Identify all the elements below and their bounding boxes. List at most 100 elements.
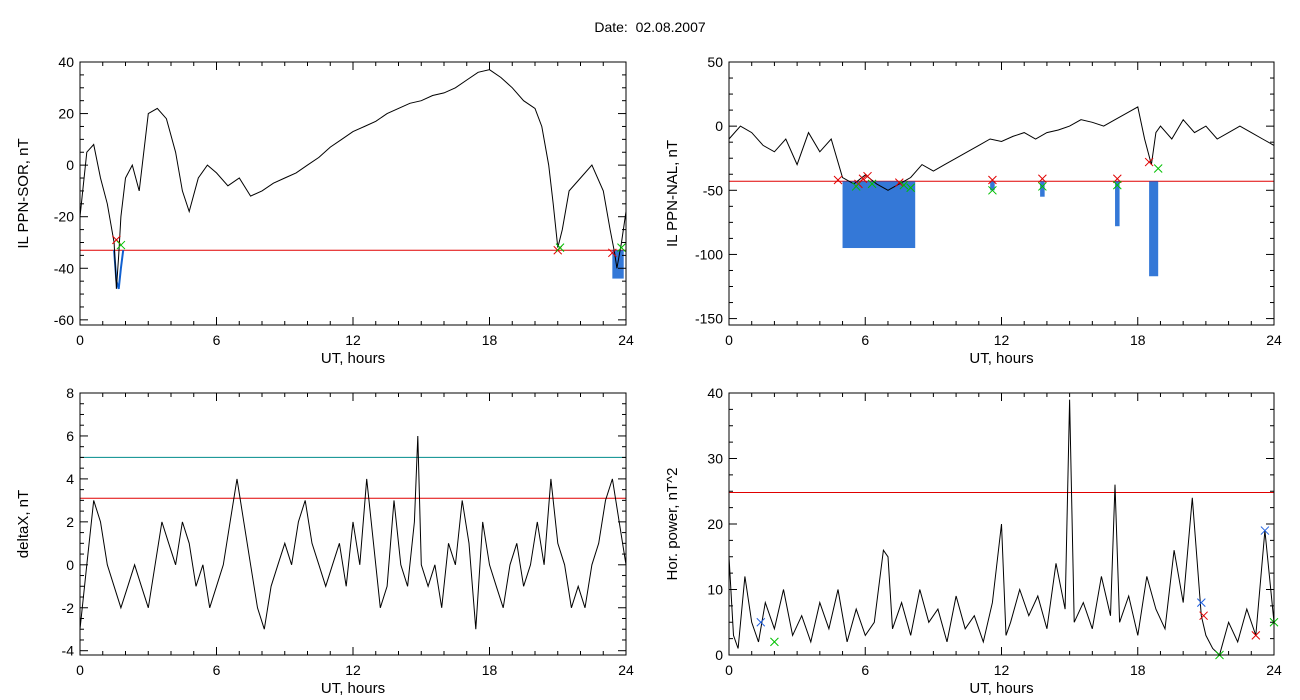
x-tick-label: 12: [994, 662, 1010, 678]
y-tick-label: -20: [54, 209, 74, 225]
cross-stroke: [1038, 174, 1047, 184]
y-axis-title: IL PPN-SOR, nT: [15, 138, 32, 248]
panel-top-left: 0 6 12 18 24 -60 -40 -20 0 20 40 UT, hours IL PPN-SO…: [15, 54, 634, 367]
figure-title: Date: 02.08.2007: [594, 19, 706, 35]
cross-stroke: [1251, 630, 1261, 640]
x-tick-label: 18: [1130, 662, 1146, 678]
cross-stroke: [894, 178, 904, 187]
cross-stroke: [858, 174, 868, 184]
dip-fill: [842, 181, 916, 249]
y-tick-label: 0: [66, 157, 74, 173]
cross-stroke: [756, 617, 766, 627]
plot-frame: [728, 61, 1275, 326]
cross-marker: [858, 174, 868, 184]
cross-marker: [1199, 611, 1208, 621]
cross-stroke: [770, 637, 779, 647]
cross-marker: [833, 175, 843, 185]
y-tick-label: 40: [707, 385, 723, 401]
x-axis-title: UT, hours: [969, 680, 1033, 697]
cross-stroke: [867, 179, 877, 189]
y-tick-label: 40: [58, 54, 74, 70]
y-tick-label: 10: [707, 582, 723, 598]
x-axis-title: UT, hours: [969, 350, 1033, 367]
x-tick-label: 24: [618, 332, 634, 348]
cross-marker: [863, 171, 872, 181]
y-tick-label: -150: [695, 311, 723, 327]
cross-stroke: [906, 183, 916, 193]
cross-marker: [116, 240, 126, 250]
x-tick-label: 18: [482, 332, 498, 348]
x-tick-label: 6: [213, 332, 221, 348]
cross-marker: [1112, 174, 1122, 184]
cross-stroke: [988, 175, 997, 185]
cross-marker: [988, 175, 997, 185]
dip-fill: [1149, 181, 1159, 277]
cross-marker: [1260, 526, 1270, 535]
y-tick-label: 0: [66, 557, 74, 573]
cross-marker: [867, 179, 877, 189]
cross-stroke: [1112, 174, 1122, 184]
cross-marker: [906, 183, 916, 193]
y-tick-label: -40: [54, 260, 74, 276]
y-tick-label: 20: [707, 516, 723, 532]
y-tick-label: 2: [66, 514, 74, 530]
series-line: [728, 399, 1275, 656]
y-axis-title: IL PPN-NAL, nT: [664, 140, 681, 247]
x-axis-title: UT, hours: [321, 350, 385, 367]
y-tick-label: 8: [66, 385, 74, 401]
cross-stroke: [1260, 526, 1270, 535]
y-tick-label: 4: [66, 471, 74, 487]
y-tick-label: 20: [58, 106, 74, 122]
y-tick-label: -100: [695, 246, 723, 262]
y-tick-label: -4: [62, 643, 75, 659]
y-tick-label: 0: [715, 118, 723, 134]
cross-marker: [770, 637, 779, 647]
cross-stroke: [1144, 157, 1154, 167]
cross-stroke: [1199, 611, 1208, 621]
cross-stroke: [1038, 182, 1047, 191]
cross-marker: [1153, 164, 1163, 173]
series-line: [728, 106, 1275, 191]
cross-stroke: [899, 180, 909, 190]
cross-stroke: [1153, 164, 1163, 173]
cross-marker: [555, 243, 565, 253]
dip-fill: [1040, 181, 1045, 197]
x-tick-label: 0: [725, 332, 733, 348]
x-tick-label: 24: [1266, 332, 1282, 348]
cross-marker: [607, 248, 617, 258]
y-tick-label: -60: [54, 312, 74, 328]
cross-marker: [1251, 630, 1261, 640]
y-tick-label: -50: [703, 182, 723, 198]
x-tick-label: 6: [861, 662, 869, 678]
cross-stroke: [116, 240, 126, 250]
x-tick-label: 6: [213, 662, 221, 678]
x-axis-title: UT, hours: [321, 680, 385, 697]
x-tick-label: 24: [618, 662, 634, 678]
cross-marker: [1112, 180, 1122, 190]
cross-marker: [899, 180, 909, 190]
y-tick-label: 50: [707, 54, 723, 70]
cross-marker: [851, 182, 861, 191]
cross-marker: [1038, 174, 1047, 184]
y-tick-label: 6: [66, 428, 74, 444]
x-tick-label: 12: [994, 332, 1010, 348]
cross-stroke: [1112, 180, 1122, 190]
cross-stroke: [607, 248, 617, 258]
cross-stroke: [833, 175, 843, 185]
cross-stroke: [617, 243, 626, 253]
x-tick-label: 0: [76, 662, 84, 678]
y-axis-title: Hor. power, nT^2: [664, 468, 681, 581]
x-tick-label: 6: [861, 332, 869, 348]
plot-frame: [79, 61, 627, 326]
cross-marker: [617, 243, 626, 253]
y-tick-label: -2: [62, 600, 75, 616]
series-line: [79, 69, 627, 289]
cross-stroke: [851, 182, 861, 191]
x-tick-label: 0: [76, 332, 84, 348]
cross-marker: [1196, 598, 1206, 607]
cross-marker: [1038, 182, 1047, 191]
cross-stroke: [1196, 598, 1206, 607]
cross-marker: [756, 617, 766, 627]
